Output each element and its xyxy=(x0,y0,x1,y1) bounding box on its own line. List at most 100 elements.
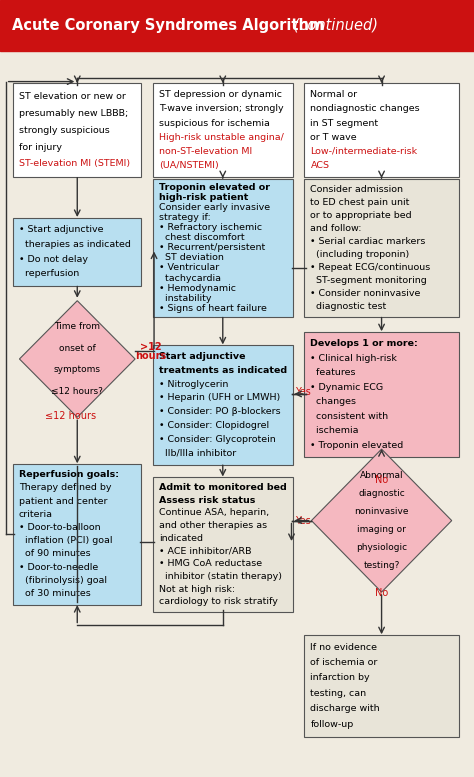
Text: diagnostic test: diagnostic test xyxy=(310,301,387,311)
Text: cardiology to risk stratify: cardiology to risk stratify xyxy=(159,598,278,606)
Text: ST elevation or new or: ST elevation or new or xyxy=(19,92,126,101)
Text: • Ventricular: • Ventricular xyxy=(159,263,219,273)
Text: If no evidence: If no evidence xyxy=(310,643,377,652)
Text: • Heparin (UFH or LMWH): • Heparin (UFH or LMWH) xyxy=(159,393,280,402)
Text: Therapy defined by: Therapy defined by xyxy=(19,483,111,493)
Text: • Repeat ECG/continuous: • Repeat ECG/continuous xyxy=(310,263,431,272)
Text: • Door-to-needle: • Door-to-needle xyxy=(19,563,98,572)
Polygon shape xyxy=(19,301,135,417)
Text: strongly suspicious: strongly suspicious xyxy=(19,126,109,134)
Text: suspicious for ischemia: suspicious for ischemia xyxy=(159,119,270,127)
Text: discharge with: discharge with xyxy=(310,704,380,713)
Text: ST-elevation MI (STEMI): ST-elevation MI (STEMI) xyxy=(19,159,130,169)
FancyBboxPatch shape xyxy=(13,83,141,177)
Text: of ischemia or: of ischemia or xyxy=(310,658,378,667)
Text: diagnostic: diagnostic xyxy=(358,490,405,498)
Text: • Nitroglycerin: • Nitroglycerin xyxy=(159,379,228,388)
Text: noninvasive: noninvasive xyxy=(355,507,409,516)
Text: Assess risk status: Assess risk status xyxy=(159,496,255,505)
Text: • Dynamic ECG: • Dynamic ECG xyxy=(310,382,383,392)
Text: Yes: Yes xyxy=(294,516,310,525)
Bar xyxy=(0,0,474,51)
Text: • Consider: Clopidogrel: • Consider: Clopidogrel xyxy=(159,421,269,430)
Text: onset of: onset of xyxy=(59,343,96,353)
Text: High-risk unstable angina/: High-risk unstable angina/ xyxy=(159,133,283,141)
FancyBboxPatch shape xyxy=(304,179,459,317)
Text: • Troponin elevated: • Troponin elevated xyxy=(310,441,404,450)
Text: for injury: for injury xyxy=(19,142,62,152)
Text: testing, can: testing, can xyxy=(310,689,366,698)
Text: ischemia: ischemia xyxy=(310,426,359,435)
Text: • HMG CoA reductase: • HMG CoA reductase xyxy=(159,559,262,568)
Text: • Consider noninvasive: • Consider noninvasive xyxy=(310,289,421,298)
Text: or T wave: or T wave xyxy=(310,133,357,141)
Text: Low-/intermediate-risk: Low-/intermediate-risk xyxy=(310,147,418,156)
Text: Normal or: Normal or xyxy=(310,90,357,99)
Text: (continued): (continued) xyxy=(289,18,378,33)
Text: strategy if:: strategy if: xyxy=(159,213,210,222)
Text: • Do not delay: • Do not delay xyxy=(19,255,88,263)
Text: No: No xyxy=(375,476,388,485)
Text: (UA/NSTEMI): (UA/NSTEMI) xyxy=(159,161,219,170)
Text: imaging or: imaging or xyxy=(357,525,406,534)
Text: Consider admission: Consider admission xyxy=(310,185,403,194)
Text: Consider early invasive: Consider early invasive xyxy=(159,203,270,212)
Text: Yes: Yes xyxy=(294,388,310,397)
Text: Start adjunctive: Start adjunctive xyxy=(159,352,245,361)
Text: >12: >12 xyxy=(140,343,162,352)
FancyBboxPatch shape xyxy=(153,179,293,317)
Text: symptoms: symptoms xyxy=(54,365,101,375)
Text: ACS: ACS xyxy=(310,161,329,170)
Text: (including troponin): (including troponin) xyxy=(310,250,410,259)
Text: instability: instability xyxy=(159,294,211,302)
Text: • Consider: PO β-blockers: • Consider: PO β-blockers xyxy=(159,407,281,416)
Polygon shape xyxy=(311,449,452,592)
Text: follow-up: follow-up xyxy=(310,720,354,729)
Text: • ACE inhibitor/ARB: • ACE inhibitor/ARB xyxy=(159,546,251,556)
Text: • Clinical high-risk: • Clinical high-risk xyxy=(310,354,397,363)
Text: tachycardia: tachycardia xyxy=(159,274,221,283)
Text: Time from: Time from xyxy=(54,322,100,331)
Text: ≤12 hours?: ≤12 hours? xyxy=(51,387,103,396)
Text: and follow:: and follow: xyxy=(310,224,362,233)
Text: hours: hours xyxy=(135,351,166,361)
Text: Acute Coronary Syndromes Algorithm: Acute Coronary Syndromes Algorithm xyxy=(12,18,324,33)
FancyBboxPatch shape xyxy=(13,464,141,605)
Text: in ST segment: in ST segment xyxy=(310,119,379,127)
FancyBboxPatch shape xyxy=(13,218,141,286)
Text: reperfusion: reperfusion xyxy=(19,270,79,278)
Text: • Signs of heart failure: • Signs of heart failure xyxy=(159,304,267,312)
Text: Continue ASA, heparin,: Continue ASA, heparin, xyxy=(159,508,269,517)
Text: high-risk patient: high-risk patient xyxy=(159,193,248,202)
Text: Abnormal: Abnormal xyxy=(360,472,403,480)
Text: Admit to monitored bed: Admit to monitored bed xyxy=(159,483,287,492)
Text: • Serial cardiac markers: • Serial cardiac markers xyxy=(310,237,426,246)
Text: testing?: testing? xyxy=(364,561,400,570)
Text: nondiagnostic changes: nondiagnostic changes xyxy=(310,104,420,113)
Text: • Hemodynamic: • Hemodynamic xyxy=(159,284,236,293)
Text: inhibitor (statin therapy): inhibitor (statin therapy) xyxy=(159,572,282,581)
Text: ST deviation: ST deviation xyxy=(159,253,224,263)
Text: inflation (PCI) goal: inflation (PCI) goal xyxy=(19,536,112,545)
Text: chest discomfort: chest discomfort xyxy=(159,233,245,242)
Text: Troponin elevated or: Troponin elevated or xyxy=(159,183,270,192)
Text: therapies as indicated: therapies as indicated xyxy=(19,240,131,249)
Text: • Start adjunctive: • Start adjunctive xyxy=(19,225,103,234)
Text: IIb/IIIa inhibitor: IIb/IIIa inhibitor xyxy=(159,449,236,458)
Text: changes: changes xyxy=(310,397,356,406)
Text: indicated: indicated xyxy=(159,534,203,543)
Text: No: No xyxy=(375,588,388,598)
Text: of 30 minutes: of 30 minutes xyxy=(19,589,91,598)
Text: or to appropriate bed: or to appropriate bed xyxy=(310,211,412,220)
Text: ≤12 hours: ≤12 hours xyxy=(45,412,96,421)
Text: consistent with: consistent with xyxy=(310,412,389,420)
FancyBboxPatch shape xyxy=(153,477,293,612)
FancyBboxPatch shape xyxy=(153,345,293,465)
Text: • Recurrent/persistent: • Recurrent/persistent xyxy=(159,243,265,253)
Text: Not at high risk:: Not at high risk: xyxy=(159,584,235,594)
Text: presumably new LBBB;: presumably new LBBB; xyxy=(19,109,128,118)
Text: Reperfusion goals:: Reperfusion goals: xyxy=(19,470,119,479)
Text: • Door-to-balloon: • Door-to-balloon xyxy=(19,523,100,532)
Text: to ED chest pain unit: to ED chest pain unit xyxy=(310,198,410,207)
Text: • Consider: Glycoprotein: • Consider: Glycoprotein xyxy=(159,435,275,444)
